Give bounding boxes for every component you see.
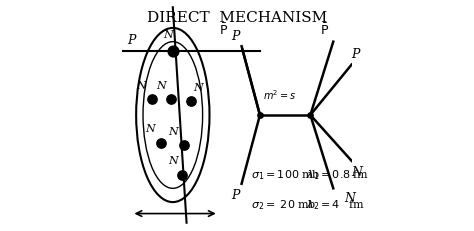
Text: N: N	[156, 80, 166, 90]
Text: N: N	[145, 124, 155, 134]
Text: N: N	[136, 80, 146, 90]
Text: N: N	[164, 30, 173, 40]
Text: $m^2=s$: $m^2=s$	[263, 88, 296, 102]
Point	[157, 141, 165, 145]
Point	[167, 98, 174, 101]
Text: N: N	[168, 156, 178, 166]
Text: N: N	[193, 83, 203, 93]
Text: $\sigma_1 = 100\;$mb: $\sigma_1 = 100\;$mb	[251, 168, 320, 182]
Ellipse shape	[143, 43, 202, 188]
Text: $\sigma_2 = \;20\;$mb: $\sigma_2 = \;20\;$mb	[251, 198, 316, 211]
Text: N: N	[168, 126, 178, 136]
Ellipse shape	[136, 29, 210, 202]
Point	[307, 114, 314, 117]
Text: $\bar{\mathrm{P}}$: $\bar{\mathrm{P}}$	[319, 22, 328, 38]
Text: DIRECT  MECHANISM: DIRECT MECHANISM	[147, 11, 327, 24]
Point	[148, 98, 156, 101]
Text: N: N	[352, 166, 363, 179]
Text: P: P	[231, 30, 239, 43]
Point	[169, 50, 177, 53]
Text: P: P	[231, 188, 239, 201]
Text: $\lambda_2=4\;\;\;$fm: $\lambda_2=4\;\;\;$fm	[306, 198, 364, 211]
Point	[256, 114, 264, 117]
Text: P: P	[352, 48, 360, 61]
Point	[187, 100, 195, 104]
Text: N: N	[345, 191, 356, 204]
Point	[178, 173, 186, 177]
Text: P: P	[127, 34, 136, 47]
Text: $\lambda_1=0.8\;$fm: $\lambda_1=0.8\;$fm	[306, 168, 369, 182]
Point	[181, 143, 188, 147]
Text: $\bar{\mathrm{P}}$: $\bar{\mathrm{P}}$	[219, 22, 228, 38]
